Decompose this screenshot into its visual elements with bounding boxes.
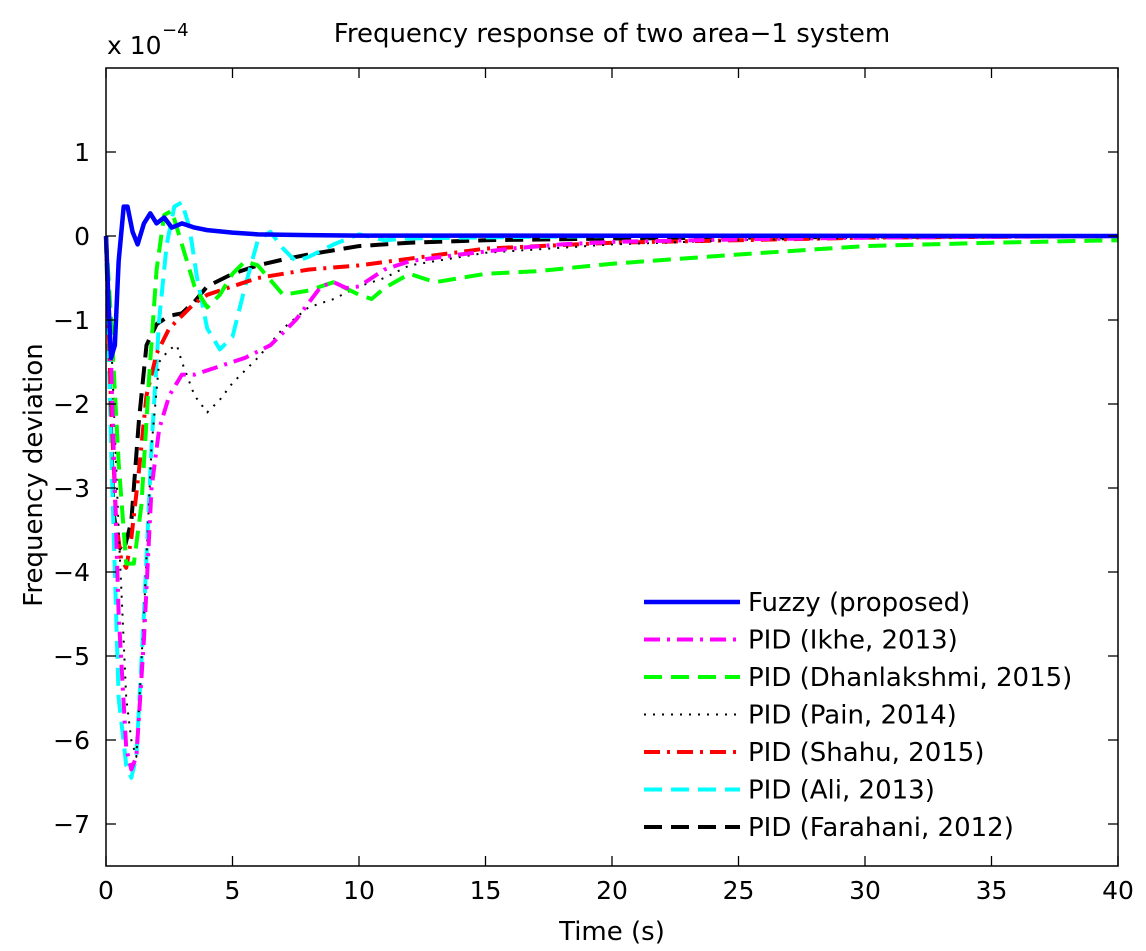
legend-label-1: Fuzzy (proposed) bbox=[748, 588, 970, 618]
x-tick-label: 10 bbox=[343, 876, 375, 905]
legend-label-5: PID (Shahu, 2015) bbox=[748, 738, 985, 768]
x-tick-label: 15 bbox=[470, 876, 502, 905]
x-tick-label: 20 bbox=[596, 876, 628, 905]
series-line-4 bbox=[105, 235, 1119, 758]
x-tick-label: 35 bbox=[976, 876, 1008, 905]
y-tick-label: −6 bbox=[53, 726, 90, 755]
y-tick-label: −2 bbox=[53, 390, 90, 419]
chart-title: Frequency response of two area−1 system bbox=[334, 19, 890, 49]
legend-label-7: PID (Farahani, 2012) bbox=[748, 813, 1014, 843]
y-tick-label: 1 bbox=[74, 138, 90, 167]
y-axis-label: Frequency deviation bbox=[19, 343, 49, 606]
series-layer bbox=[103, 200, 1119, 780]
x-tick-label: 5 bbox=[225, 876, 241, 905]
legend-label-3: PID (Dhanlakshmi, 2015) bbox=[748, 663, 1072, 693]
x-tick-label: 40 bbox=[1102, 876, 1134, 905]
y-tick-label: −5 bbox=[53, 642, 90, 671]
x-tick-label: 30 bbox=[849, 876, 881, 905]
series-line-7 bbox=[104, 234, 1119, 553]
legend: Fuzzy (proposed) PID (Ikhe, 2013) PID (Dha… bbox=[644, 588, 1072, 843]
series-line-1 bbox=[103, 204, 1119, 361]
x-axis-label: Time (s) bbox=[558, 917, 665, 947]
series-line-5 bbox=[104, 234, 1119, 570]
series-line-3 bbox=[104, 208, 1119, 566]
legend-label-6: PID (Ali, 2013) bbox=[748, 776, 935, 806]
x-tick-label: 0 bbox=[98, 876, 114, 905]
legend-label-4: PID (Pain, 2014) bbox=[748, 701, 957, 731]
y-axis-exponent: −4 bbox=[162, 20, 189, 41]
y-tick-label: −1 bbox=[53, 306, 90, 335]
y-tick-label: 0 bbox=[74, 222, 90, 251]
y-tick-label: −7 bbox=[53, 810, 90, 839]
y-tick-label: −3 bbox=[53, 474, 90, 503]
series-line-2 bbox=[104, 234, 1119, 772]
legend-label-2: PID (Ikhe, 2013) bbox=[748, 626, 958, 656]
y-tick-label: −4 bbox=[53, 558, 90, 587]
y-axis-multiplier: x 10 bbox=[107, 31, 162, 60]
x-tick-label: 25 bbox=[723, 876, 755, 905]
